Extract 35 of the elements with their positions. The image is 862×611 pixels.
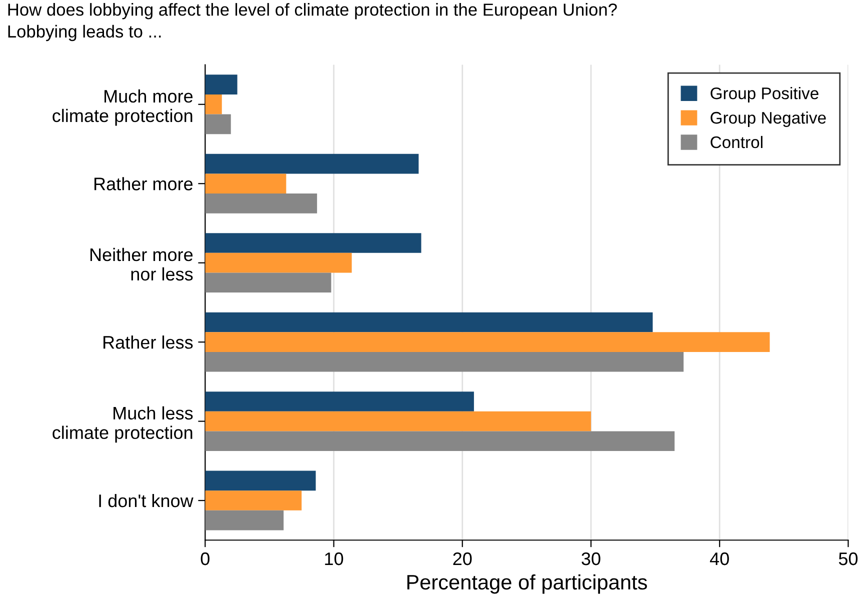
bar — [205, 194, 318, 214]
bar — [205, 74, 238, 94]
bar — [205, 510, 284, 530]
x-tick-label: 50 — [838, 552, 858, 566]
bar — [205, 431, 675, 451]
x-tick-label: 30 — [582, 552, 600, 566]
x-axis-title: Percentage of participants — [407, 574, 647, 594]
y-tick-label: I don't know — [99, 494, 194, 508]
bar — [205, 392, 474, 412]
bar — [205, 312, 653, 332]
bar — [205, 252, 352, 273]
bar — [205, 94, 222, 114]
bar — [205, 411, 591, 432]
x-tick-label: 20 — [453, 552, 472, 566]
x-tick-label: 10 — [325, 552, 344, 566]
x-tick-label: 40 — [710, 552, 729, 566]
y-tick-label: Neither more nor less — [90, 248, 193, 281]
bar — [205, 233, 422, 253]
legend-label: Control — [710, 136, 762, 148]
chart-title: How does lobbying affect the level of climate protection in the European Union? Lobbying leads to ... — [8, 3, 617, 42]
bar — [205, 470, 316, 491]
bar — [205, 332, 770, 352]
bar — [205, 272, 332, 293]
bar — [205, 174, 286, 194]
x-tick-label: 0 — [200, 552, 210, 566]
legend-label: Group Negative — [710, 111, 826, 128]
y-tick-label: Much less climate protection — [52, 406, 193, 443]
legend-label: Group Positive — [710, 87, 818, 103]
bar — [205, 114, 231, 134]
bar — [205, 490, 302, 510]
y-tick-label: Rather more — [94, 177, 193, 190]
y-tick-label: Much more climate protection — [52, 89, 193, 126]
y-tick-label: Rather less — [104, 336, 193, 349]
bar — [205, 154, 419, 174]
bar — [205, 352, 684, 372]
